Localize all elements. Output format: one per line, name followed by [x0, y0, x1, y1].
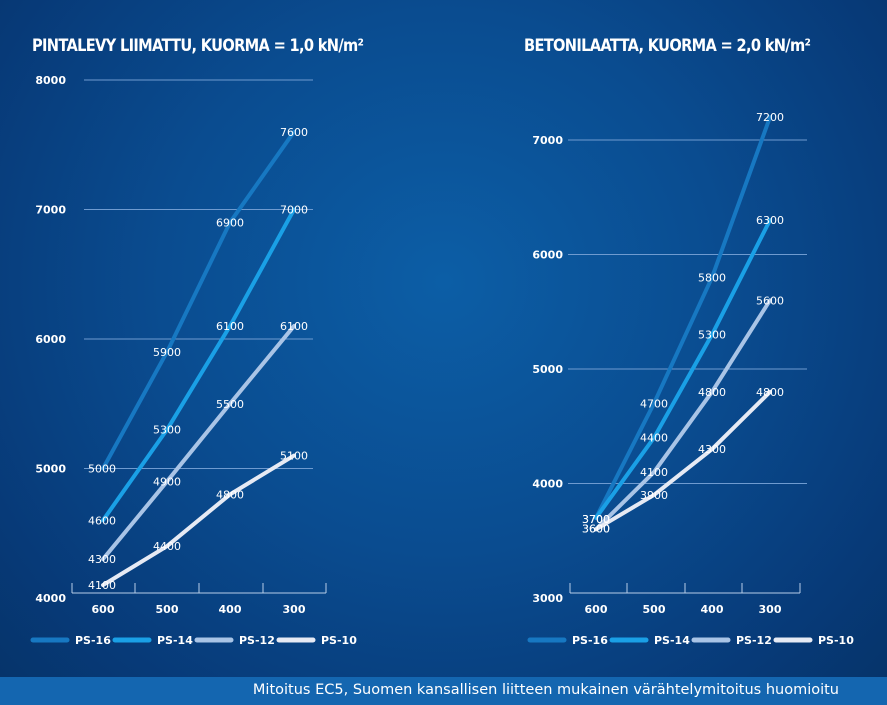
data-label: 6900	[216, 216, 244, 229]
data-label: 4400	[153, 540, 181, 553]
y-tick-label: 5000	[35, 463, 66, 476]
data-label: 4600	[88, 514, 116, 527]
data-label: 5500	[216, 398, 244, 411]
data-label: 5300	[698, 329, 726, 342]
data-label: 6100	[216, 320, 244, 333]
x-tick-label: 600	[92, 603, 115, 616]
chart-right: 3000 4000 5000 6000 7000 600 500 400 300 3700 4700…	[527, 111, 854, 647]
series-line-ps-12	[101, 324, 296, 562]
series-line-ps-10	[594, 389, 772, 532]
data-label: 3600	[582, 522, 610, 535]
series-line-ps-14	[101, 207, 296, 523]
x-tick-label: 500	[643, 603, 666, 616]
legend-label: PS-12	[736, 634, 772, 647]
y-tick-label: 6000	[532, 249, 563, 262]
x-tick-label: 300	[283, 603, 306, 616]
data-label: 5600	[756, 294, 784, 307]
x-tick-label: 400	[219, 603, 242, 616]
data-label: 3700	[582, 513, 610, 526]
x-tick-label: 300	[759, 603, 782, 616]
data-label: 3700	[582, 513, 610, 526]
y-tick-label: 4000	[35, 592, 66, 605]
legend-label: PS-16	[75, 634, 111, 647]
data-label: 3600	[582, 522, 610, 535]
charts-canvas: 4000 5000 6000 7000 8000 600 500 400 300 5000 5900…	[30, 74, 854, 647]
legend-label: PS-16	[572, 634, 608, 647]
x-tick-label: 600	[585, 603, 608, 616]
data-label: 5800	[698, 271, 726, 284]
x-tick-label: 500	[156, 603, 179, 616]
data-label: 7000	[280, 204, 308, 217]
footer-bar: Mitoitus EC5, Suomen kansallisen liittee…	[0, 677, 887, 705]
data-label: 7600	[280, 126, 308, 139]
y-tick-label: 7000	[35, 204, 66, 217]
data-label: 4300	[698, 443, 726, 456]
y-tick-label: 8000	[35, 74, 66, 87]
data-label: 4400	[640, 432, 668, 445]
data-label: 4800	[216, 488, 244, 501]
series-line-ps-12	[594, 298, 772, 532]
chart-title-right: BETONILAATTA, KUORMA = 2,0 kN/m²	[524, 36, 811, 56]
data-label: 5000	[88, 463, 116, 476]
series-line-ps-16	[594, 115, 772, 520]
data-label: 5900	[153, 346, 181, 359]
footer-note: Mitoitus EC5, Suomen kansallisen liittee…	[252, 682, 839, 698]
y-tick-label: 3000	[532, 592, 563, 605]
data-label: 4700	[640, 397, 668, 410]
series-line-ps-10	[101, 453, 296, 588]
data-label: 4800	[756, 386, 784, 399]
data-label: 4100	[88, 579, 116, 592]
legend-label: PS-14	[157, 634, 193, 647]
chart-title-left: PINTALEVY LIIMATTU, KUORMA = 1,0 kN/m²	[32, 36, 364, 56]
data-label: 4300	[88, 553, 116, 566]
legend-label: PS-14	[654, 634, 690, 647]
legend-label: PS-10	[321, 634, 357, 647]
data-label: 6100	[280, 320, 308, 333]
data-label: 5300	[153, 424, 181, 437]
y-tick-label: 5000	[532, 363, 563, 376]
series-line-ps-14	[594, 218, 772, 520]
data-label: 6300	[756, 214, 784, 227]
data-label: 4900	[153, 475, 181, 488]
x-tick-label: 400	[701, 603, 724, 616]
legend-label: PS-12	[239, 634, 275, 647]
chart-left: 4000 5000 6000 7000 8000 600 500 400 300 5000 5900…	[30, 74, 357, 647]
series-line-ps-16	[101, 129, 296, 471]
data-label: 7200	[756, 111, 784, 124]
data-label: 4800	[698, 386, 726, 399]
y-tick-label: 6000	[35, 333, 66, 346]
data-label: 4100	[640, 466, 668, 479]
legend-label: PS-10	[818, 634, 854, 647]
y-tick-label: 7000	[532, 134, 563, 147]
data-label: 3900	[640, 489, 668, 502]
y-tick-label: 4000	[532, 478, 563, 491]
data-label: 5100	[280, 450, 308, 463]
